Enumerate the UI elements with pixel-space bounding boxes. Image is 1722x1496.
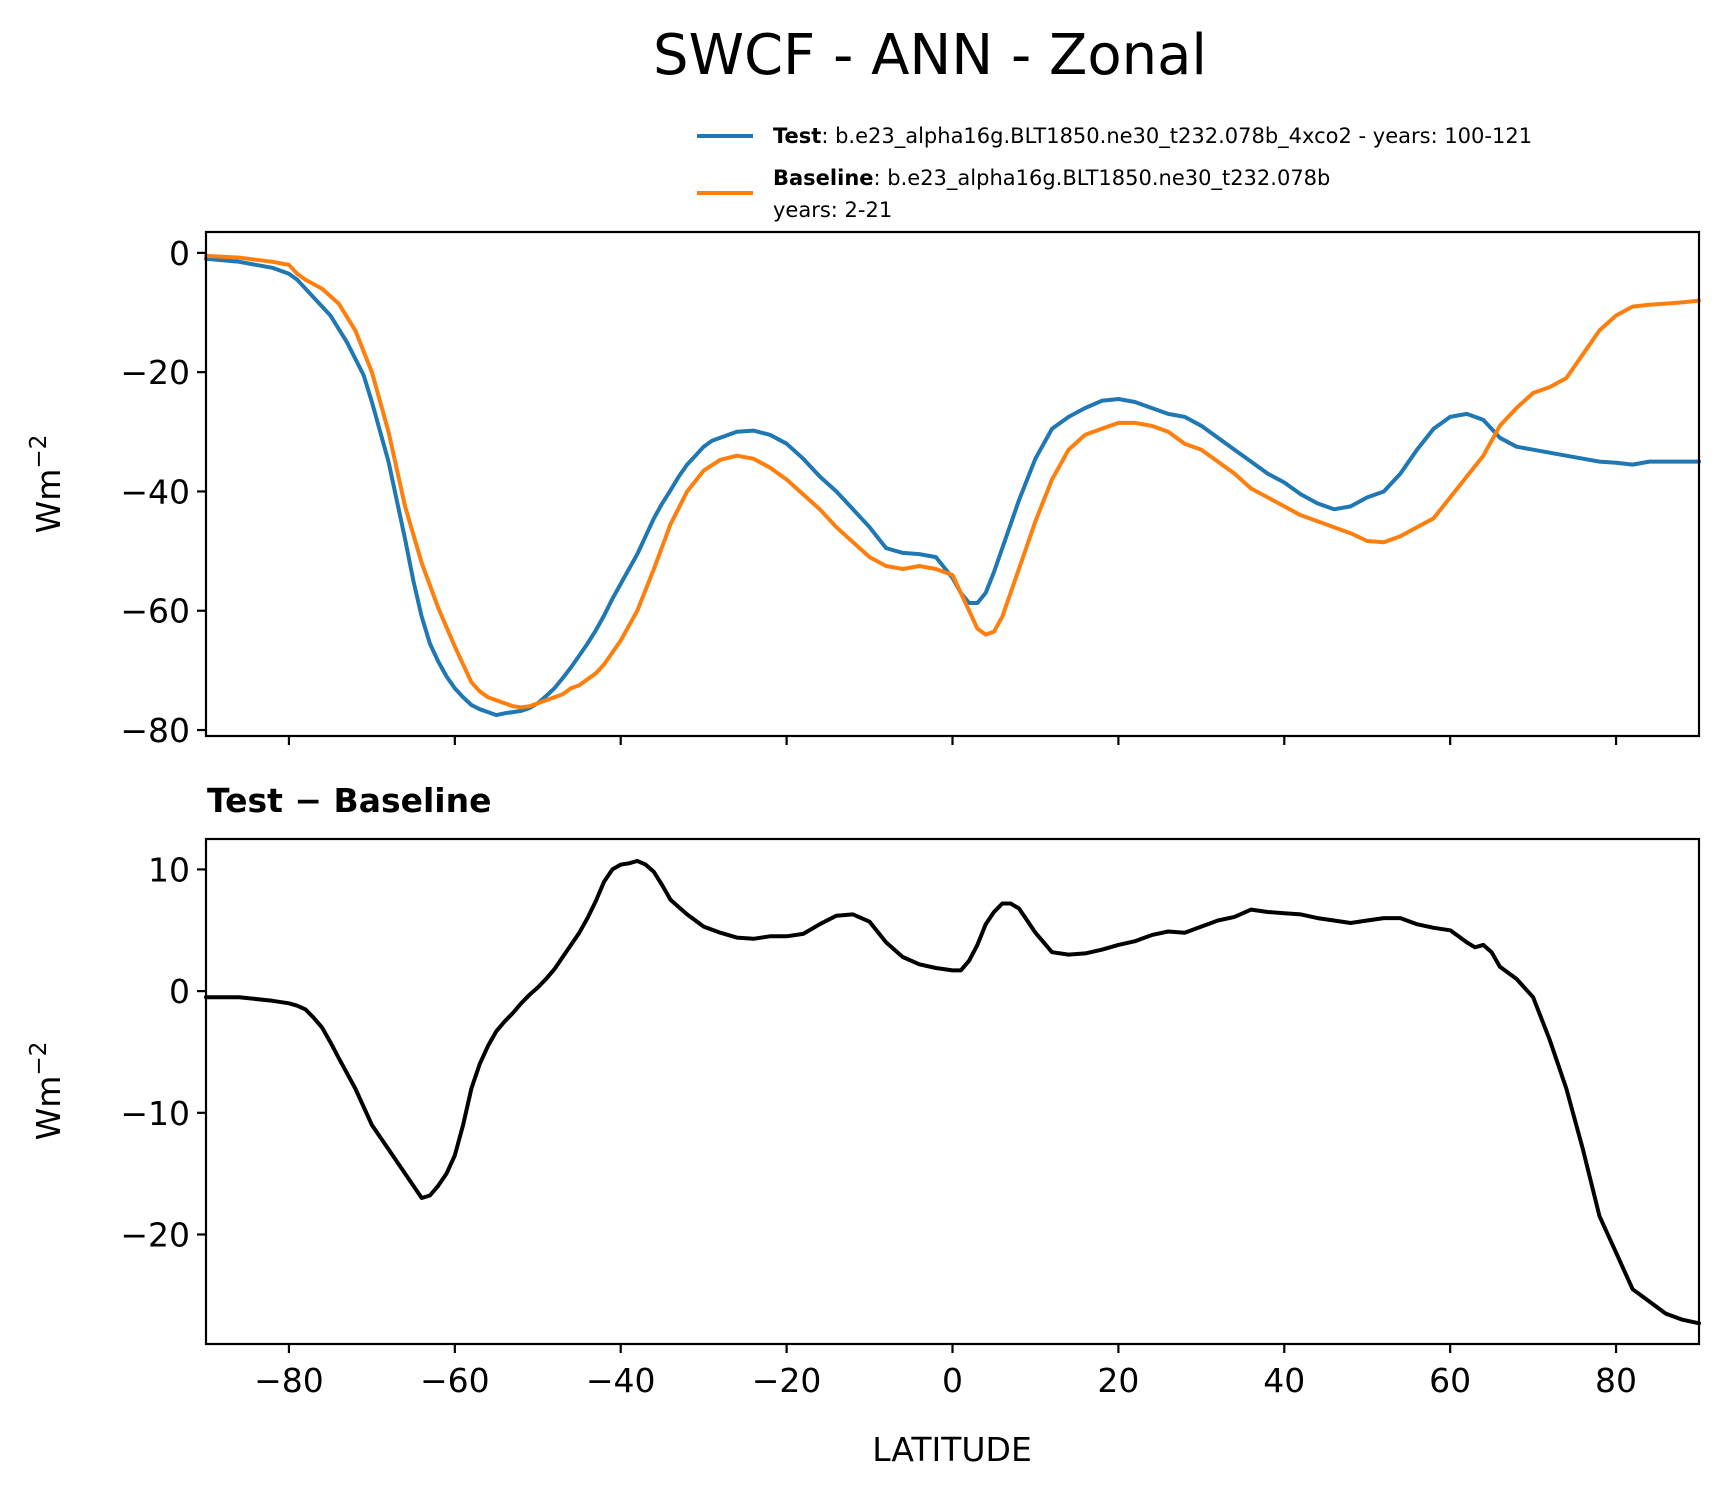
legend-baseline-desc: : b.e23_alpha16g.BLT1850.ne30_t232.078b bbox=[874, 166, 1331, 191]
bottom-panel-title: Test − Baseline bbox=[207, 781, 492, 820]
bottom-xtick-label: 20 bbox=[1097, 1361, 1139, 1400]
bottom-xtick-label: −60 bbox=[420, 1361, 490, 1400]
legend-entry-baseline: Baseline: b.e23_alpha16g.BLT1850.ne30_t2… bbox=[773, 166, 1330, 191]
top-ylabel-sup: −2 bbox=[26, 435, 52, 469]
bottom-ylabel-sup: −2 bbox=[26, 1042, 52, 1076]
top-ylabel-text: Wm bbox=[29, 469, 68, 534]
top-ytick-label: −80 bbox=[120, 711, 190, 750]
legend-test-desc: : b.e23_alpha16g.BLT1850.ne30_t232.078b_… bbox=[821, 124, 1532, 149]
bottom-xtick-label: −20 bbox=[752, 1361, 822, 1400]
top-ytick-label: 0 bbox=[169, 234, 190, 273]
bottom-xtick-label: −40 bbox=[586, 1361, 656, 1400]
bottom-ytick-label: −10 bbox=[120, 1094, 190, 1133]
bottom-xtick-label: 80 bbox=[1595, 1361, 1637, 1400]
bottom-ytick-label: 10 bbox=[148, 850, 190, 889]
bottom-panel-xlabel: LATITUDE bbox=[872, 1430, 1032, 1469]
bottom-series-test-baseline bbox=[204, 858, 1701, 1326]
legend: Test: b.e23_alpha16g.BLT1850.ne30_t232.0… bbox=[697, 124, 1532, 222]
top-panel-frame bbox=[204, 230, 1701, 738]
bottom-panel-lines bbox=[204, 858, 1701, 1326]
top-panel-ylabel: Wm−2 bbox=[26, 435, 68, 534]
bottom-panel: Test − Baseline 10 0 −10 −20 −80 −60 −40 −20 0 20… bbox=[26, 781, 1701, 1469]
top-panel: 0 −20 −40 −60 −80 Wm−2 bbox=[26, 230, 1701, 750]
top-series-baseline bbox=[204, 253, 1701, 710]
top-panel-ticks: 0 −20 −40 −60 −80 bbox=[120, 234, 1618, 750]
bottom-panel-frame bbox=[204, 837, 1701, 1346]
bottom-xtick-label: −80 bbox=[254, 1361, 324, 1400]
top-panel-lines bbox=[204, 253, 1701, 718]
bottom-ytick-label: 0 bbox=[169, 972, 190, 1011]
top-series-test bbox=[204, 256, 1701, 718]
bottom-ytick-label: −20 bbox=[120, 1215, 190, 1254]
top-ytick-label: −40 bbox=[120, 472, 190, 511]
bottom-xtick-label: 60 bbox=[1429, 1361, 1471, 1400]
legend-baseline-years: years: 2-21 bbox=[773, 198, 892, 222]
bottom-xtick-label: 40 bbox=[1263, 1361, 1305, 1400]
legend-entry-test: Test: b.e23_alpha16g.BLT1850.ne30_t232.0… bbox=[773, 124, 1532, 149]
legend-baseline-name: Baseline bbox=[773, 166, 874, 190]
top-ytick-label: −60 bbox=[120, 592, 190, 631]
bottom-panel-ticks: 10 0 −10 −20 −80 −60 −40 −20 0 20 40 60 80 bbox=[120, 850, 1637, 1400]
bottom-panel-ylabel: Wm−2 bbox=[26, 1042, 68, 1141]
bottom-ylabel-text: Wm bbox=[29, 1076, 68, 1141]
top-ytick-label: −20 bbox=[120, 353, 190, 392]
legend-test-name: Test bbox=[773, 124, 821, 148]
bottom-xtick-label: 0 bbox=[942, 1361, 963, 1400]
figure-title: SWCF - ANN - Zonal bbox=[653, 23, 1207, 88]
